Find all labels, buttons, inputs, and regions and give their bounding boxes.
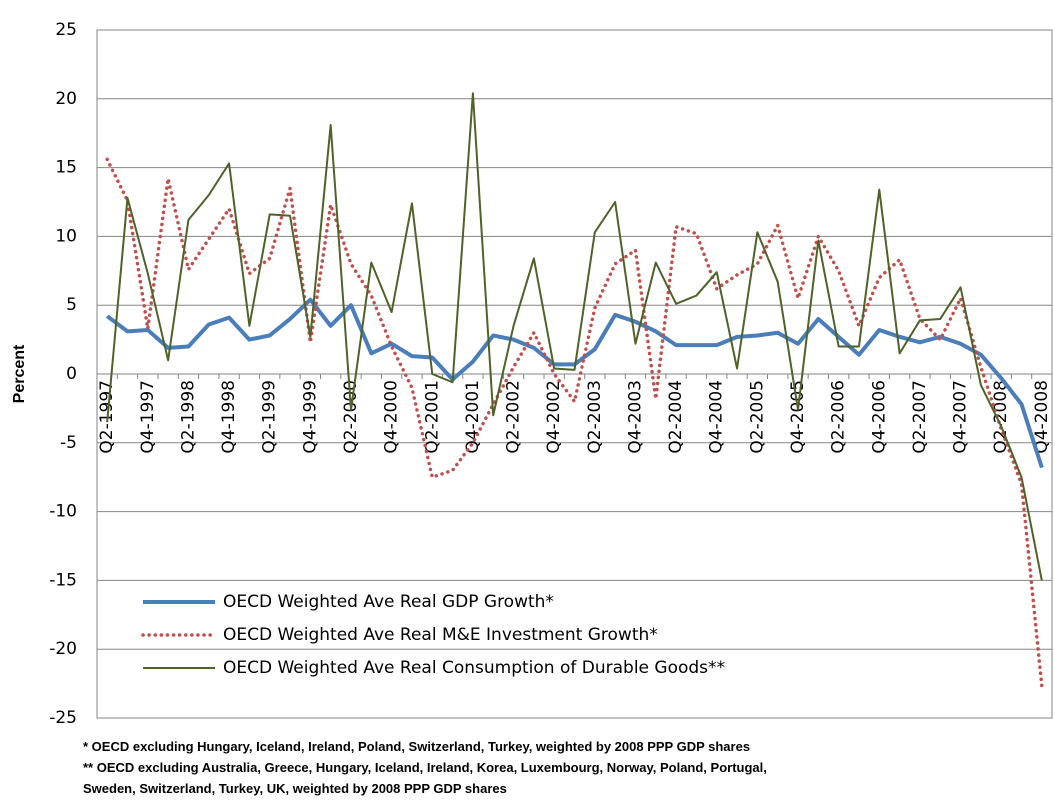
y-tick-label: 0: [66, 364, 77, 384]
x-tick-label: Q2-2002: [504, 380, 524, 454]
x-tick-label: Q4-2003: [625, 380, 645, 454]
x-tick-label: Q4-2008: [1032, 380, 1052, 454]
legend-label: OECD Weighted Ave Real Consumption of Du…: [223, 658, 725, 678]
x-tick-label: Q2-1998: [178, 380, 198, 454]
x-tick-label: Q4-2004: [707, 380, 727, 454]
x-tick-label: Q2-2007: [910, 380, 930, 454]
y-tick-label: -25: [49, 708, 77, 728]
footnote: Sweden, Switzerland, Turkey, UK, weighte…: [83, 781, 507, 796]
y-tick-label: 15: [55, 158, 77, 178]
footnote: ** OECD excluding Australia, Greece, Hun…: [83, 760, 767, 775]
y-tick-label: -15: [49, 570, 77, 590]
x-tick-label: Q2-2004: [666, 380, 686, 454]
y-tick-label: -20: [49, 639, 77, 659]
footnote: * OECD excluding Hungary, Iceland, Irela…: [83, 739, 750, 754]
x-tick-label: Q4-1999: [300, 380, 320, 454]
x-tick-label: Q2-2006: [829, 380, 849, 454]
x-tick-label: Q2-2003: [585, 380, 605, 454]
series-line: [105, 157, 1044, 689]
y-tick-label: 10: [55, 226, 77, 246]
x-tick-label: Q4-2002: [544, 380, 564, 454]
x-tick-label: Q4-1997: [138, 380, 158, 454]
x-tick-label: Q4-2007: [951, 380, 971, 454]
x-tick-label: Q2-2001: [422, 380, 442, 454]
x-tick-label: Q4-2005: [788, 380, 808, 454]
x-tick-label: Q2-2008: [991, 380, 1011, 454]
x-tick-label: Q4-2001: [463, 380, 483, 454]
y-tick-label: 5: [66, 295, 77, 315]
y-axis-label: Percent: [11, 344, 28, 403]
x-tick-label: Q2-2000: [341, 380, 361, 454]
y-tick-label: 20: [55, 89, 77, 109]
y-tick-label: 25: [55, 20, 77, 40]
series-line: [106, 92, 1043, 581]
x-tick-label: Q4-1998: [219, 380, 239, 454]
y-tick-label: -10: [49, 502, 77, 522]
x-tick-label: Q4-2006: [869, 380, 889, 454]
x-tick-label: Q2-2005: [747, 380, 767, 454]
legend-label: OECD Weighted Ave Real M&E Investment Gr…: [223, 625, 658, 645]
x-tick-label: Q4-2000: [382, 380, 402, 454]
legend-label: OECD Weighted Ave Real GDP Growth*: [223, 592, 554, 612]
y-tick-label: -5: [60, 433, 77, 453]
x-tick-label: Q2-1999: [260, 380, 280, 454]
